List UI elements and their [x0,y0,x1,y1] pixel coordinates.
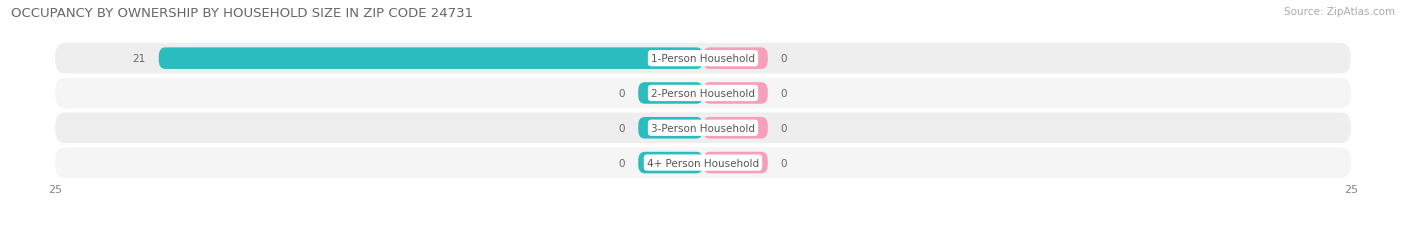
Text: 0: 0 [780,88,787,99]
FancyBboxPatch shape [703,83,768,104]
FancyBboxPatch shape [55,44,1351,74]
Text: 0: 0 [780,158,787,168]
FancyBboxPatch shape [703,118,768,139]
Text: 0: 0 [619,158,626,168]
Text: 0: 0 [619,88,626,99]
Text: 4+ Person Household: 4+ Person Household [647,158,759,168]
FancyBboxPatch shape [638,83,703,104]
Text: 3-Person Household: 3-Person Household [651,123,755,133]
Text: 0: 0 [780,123,787,133]
FancyBboxPatch shape [55,78,1351,109]
Text: 21: 21 [132,54,146,64]
Text: 1-Person Household: 1-Person Household [651,54,755,64]
Text: 0: 0 [619,123,626,133]
Text: 0: 0 [780,54,787,64]
Text: Source: ZipAtlas.com: Source: ZipAtlas.com [1284,7,1395,17]
Text: OCCUPANCY BY OWNERSHIP BY HOUSEHOLD SIZE IN ZIP CODE 24731: OCCUPANCY BY OWNERSHIP BY HOUSEHOLD SIZE… [11,7,474,20]
Text: 2-Person Household: 2-Person Household [651,88,755,99]
FancyBboxPatch shape [55,148,1351,178]
FancyBboxPatch shape [703,48,768,70]
FancyBboxPatch shape [703,152,768,174]
FancyBboxPatch shape [159,48,703,70]
FancyBboxPatch shape [55,113,1351,143]
FancyBboxPatch shape [638,152,703,174]
FancyBboxPatch shape [638,118,703,139]
